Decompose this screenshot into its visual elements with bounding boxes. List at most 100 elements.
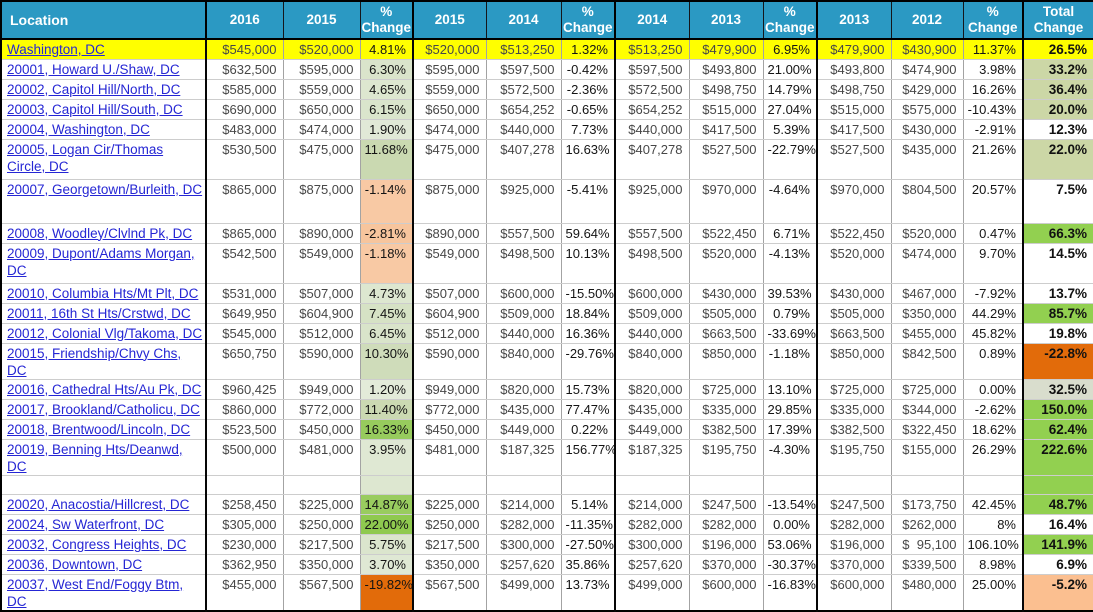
pct-change-cell: 1.32% bbox=[561, 39, 616, 60]
price-cell bbox=[891, 475, 964, 495]
pct-change-cell: 106.10% bbox=[963, 534, 1024, 555]
pct-change-cell: 22.00% bbox=[360, 514, 414, 535]
location-cell: 20003, Capitol Hill/South, DC bbox=[1, 99, 207, 120]
price-cell: $542,500 bbox=[206, 243, 284, 284]
pct-change-cell: 0.89% bbox=[963, 343, 1024, 380]
location-link[interactable]: 20024, Sw Waterfront, DC bbox=[7, 516, 165, 532]
location-link[interactable]: 20009, Dupont/Adams Morgan, DC bbox=[7, 245, 195, 278]
pct-change-cell: -22.79% bbox=[763, 139, 818, 180]
price-cell: $474,000 bbox=[283, 119, 361, 140]
pct-change-cell: 7.45% bbox=[360, 303, 414, 324]
price-cell: $650,000 bbox=[283, 99, 361, 120]
location-cell: 20016, Cathedral Hts/Au Pk, DC bbox=[1, 379, 207, 400]
location-link[interactable]: 20020, Anacostia/Hillcrest, DC bbox=[7, 496, 190, 512]
price-cell: $527,500 bbox=[689, 139, 764, 180]
price-cell: $370,000 bbox=[817, 554, 892, 575]
pct-change-cell: 4.65% bbox=[360, 79, 414, 100]
col-header-2015-b: 2015 bbox=[413, 1, 487, 40]
price-cell: $604,900 bbox=[413, 303, 487, 324]
location-link[interactable]: 20003, Capitol Hill/South, DC bbox=[7, 101, 183, 117]
location-cell: 20036, Downtown, DC bbox=[1, 554, 207, 575]
pct-change-cell: 8% bbox=[963, 514, 1024, 535]
price-cell: $435,000 bbox=[891, 139, 964, 180]
location-link[interactable]: 20019, Benning Hts/Deanwd, DC bbox=[7, 441, 183, 474]
price-cell: $430,000 bbox=[891, 119, 964, 140]
pct-change-cell: -4.30% bbox=[763, 439, 818, 476]
price-cell: $498,500 bbox=[615, 243, 690, 284]
pct-change-cell: -0.65% bbox=[561, 99, 616, 120]
total-change-cell bbox=[1023, 475, 1093, 495]
location-link[interactable]: 20001, Howard U./Shaw, DC bbox=[7, 61, 180, 77]
pct-change-cell: 15.73% bbox=[561, 379, 616, 400]
col-header-2016: 2016 bbox=[206, 1, 284, 40]
location-cell: 20007, Georgetown/Burleith, DC bbox=[1, 179, 207, 224]
location-link[interactable]: 20002, Capitol Hill/North, DC bbox=[7, 81, 181, 97]
total-change-cell: 150.0% bbox=[1023, 399, 1093, 420]
price-cell: $214,000 bbox=[486, 494, 562, 515]
price-cell: $474,000 bbox=[891, 243, 964, 284]
price-cell: $575,000 bbox=[891, 99, 964, 120]
location-cell: 20037, West End/Foggy Btm, DC bbox=[1, 574, 207, 611]
table-row: 20004, Washington, DC $483,000 $474,000 1.9… bbox=[1, 119, 1093, 140]
price-cell: $531,000 bbox=[206, 283, 284, 304]
location-link[interactable]: 20007, Georgetown/Burleith, DC bbox=[7, 181, 203, 197]
table-row: 20036, Downtown, DC $362,950 $350,000 3.70%… bbox=[1, 554, 1093, 575]
location-link[interactable]: 20010, Columbia Hts/Mt Plt, DC bbox=[7, 285, 199, 301]
location-link[interactable]: 20036, Downtown, DC bbox=[7, 556, 143, 572]
table-row: 20024, Sw Waterfront, DC $305,000 $250,000… bbox=[1, 514, 1093, 535]
price-cell: $515,000 bbox=[689, 99, 764, 120]
pct-change-cell: -30.37% bbox=[763, 554, 818, 575]
pct-change-cell: 6.71% bbox=[763, 223, 818, 244]
pct-change-cell: 44.29% bbox=[963, 303, 1024, 324]
table-row: Washington, DC $545,000 $520,000 4.81% $520,… bbox=[1, 39, 1093, 60]
price-cell: $865,000 bbox=[206, 223, 284, 244]
price-cell: $509,000 bbox=[486, 303, 562, 324]
location-link[interactable]: 20012, Colonial Vlg/Takoma, DC bbox=[7, 325, 203, 341]
price-cell: $557,500 bbox=[615, 223, 690, 244]
location-link[interactable]: 20004, Washington, DC bbox=[7, 121, 150, 137]
price-cell: $430,000 bbox=[689, 283, 764, 304]
price-cell: $382,500 bbox=[817, 419, 892, 440]
price-cell: $282,000 bbox=[615, 514, 690, 535]
price-cell: $499,000 bbox=[615, 574, 690, 611]
total-change-cell: 6.9% bbox=[1023, 554, 1093, 575]
price-cell: $481,000 bbox=[413, 439, 487, 476]
location-link[interactable]: 20005, Logan Cir/Thomas Circle, DC bbox=[7, 141, 164, 174]
price-cell: $214,000 bbox=[615, 494, 690, 515]
location-link[interactable]: 20037, West End/Foggy Btm, DC bbox=[7, 576, 184, 609]
price-cell: $690,000 bbox=[206, 99, 284, 120]
price-cell: $663,500 bbox=[817, 323, 892, 344]
location-link[interactable]: 20011, 16th St Hts/Crstwd, DC bbox=[7, 305, 191, 321]
price-cell: $407,278 bbox=[486, 139, 562, 180]
price-cell: $449,000 bbox=[615, 419, 690, 440]
location-cell: 20019, Benning Hts/Deanwd, DC bbox=[1, 439, 207, 476]
price-cell: $339,500 bbox=[891, 554, 964, 575]
location-cell: 20015, Friendship/Chvy Chs, DC bbox=[1, 343, 207, 380]
location-link[interactable]: 20015, Friendship/Chvy Chs, DC bbox=[7, 345, 182, 378]
price-cell: $350,000 bbox=[413, 554, 487, 575]
price-cell: $500,000 bbox=[206, 439, 284, 476]
location-link[interactable]: 20016, Cathedral Hts/Au Pk, DC bbox=[7, 381, 202, 397]
location-link[interactable]: 20018, Brentwood/Lincoln, DC bbox=[7, 421, 191, 437]
price-cell bbox=[817, 475, 892, 495]
price-cell: $187,325 bbox=[486, 439, 562, 476]
price-cell: $513,250 bbox=[486, 39, 562, 60]
price-cell: $527,500 bbox=[817, 139, 892, 180]
table-row: 20002, Capitol Hill/North, DC $585,000 $55… bbox=[1, 79, 1093, 100]
price-cell: $479,900 bbox=[817, 39, 892, 60]
location-link[interactable]: 20017, Brookland/Catholicu, DC bbox=[7, 401, 200, 417]
price-cell: $217,500 bbox=[413, 534, 487, 555]
table-row: 20016, Cathedral Hts/Au Pk, DC $960,425 $9… bbox=[1, 379, 1093, 400]
location-link[interactable]: 20032, Congress Heights, DC bbox=[7, 536, 187, 552]
price-cell: $520,000 bbox=[817, 243, 892, 284]
col-header-2015-a: 2015 bbox=[283, 1, 361, 40]
pct-change-cell: -27.50% bbox=[561, 534, 616, 555]
price-cell: $925,000 bbox=[615, 179, 690, 224]
location-cell: 20004, Washington, DC bbox=[1, 119, 207, 140]
pct-change-cell: 42.45% bbox=[963, 494, 1024, 515]
price-cell: $187,325 bbox=[615, 439, 690, 476]
location-link[interactable]: 20008, Woodley/Clvlnd Pk, DC bbox=[7, 225, 193, 241]
location-link[interactable]: Washington, DC bbox=[7, 42, 105, 57]
table-row: 20008, Woodley/Clvlnd Pk, DC $865,000 $890… bbox=[1, 223, 1093, 244]
col-header-pct-change-1: % Change bbox=[360, 1, 414, 40]
